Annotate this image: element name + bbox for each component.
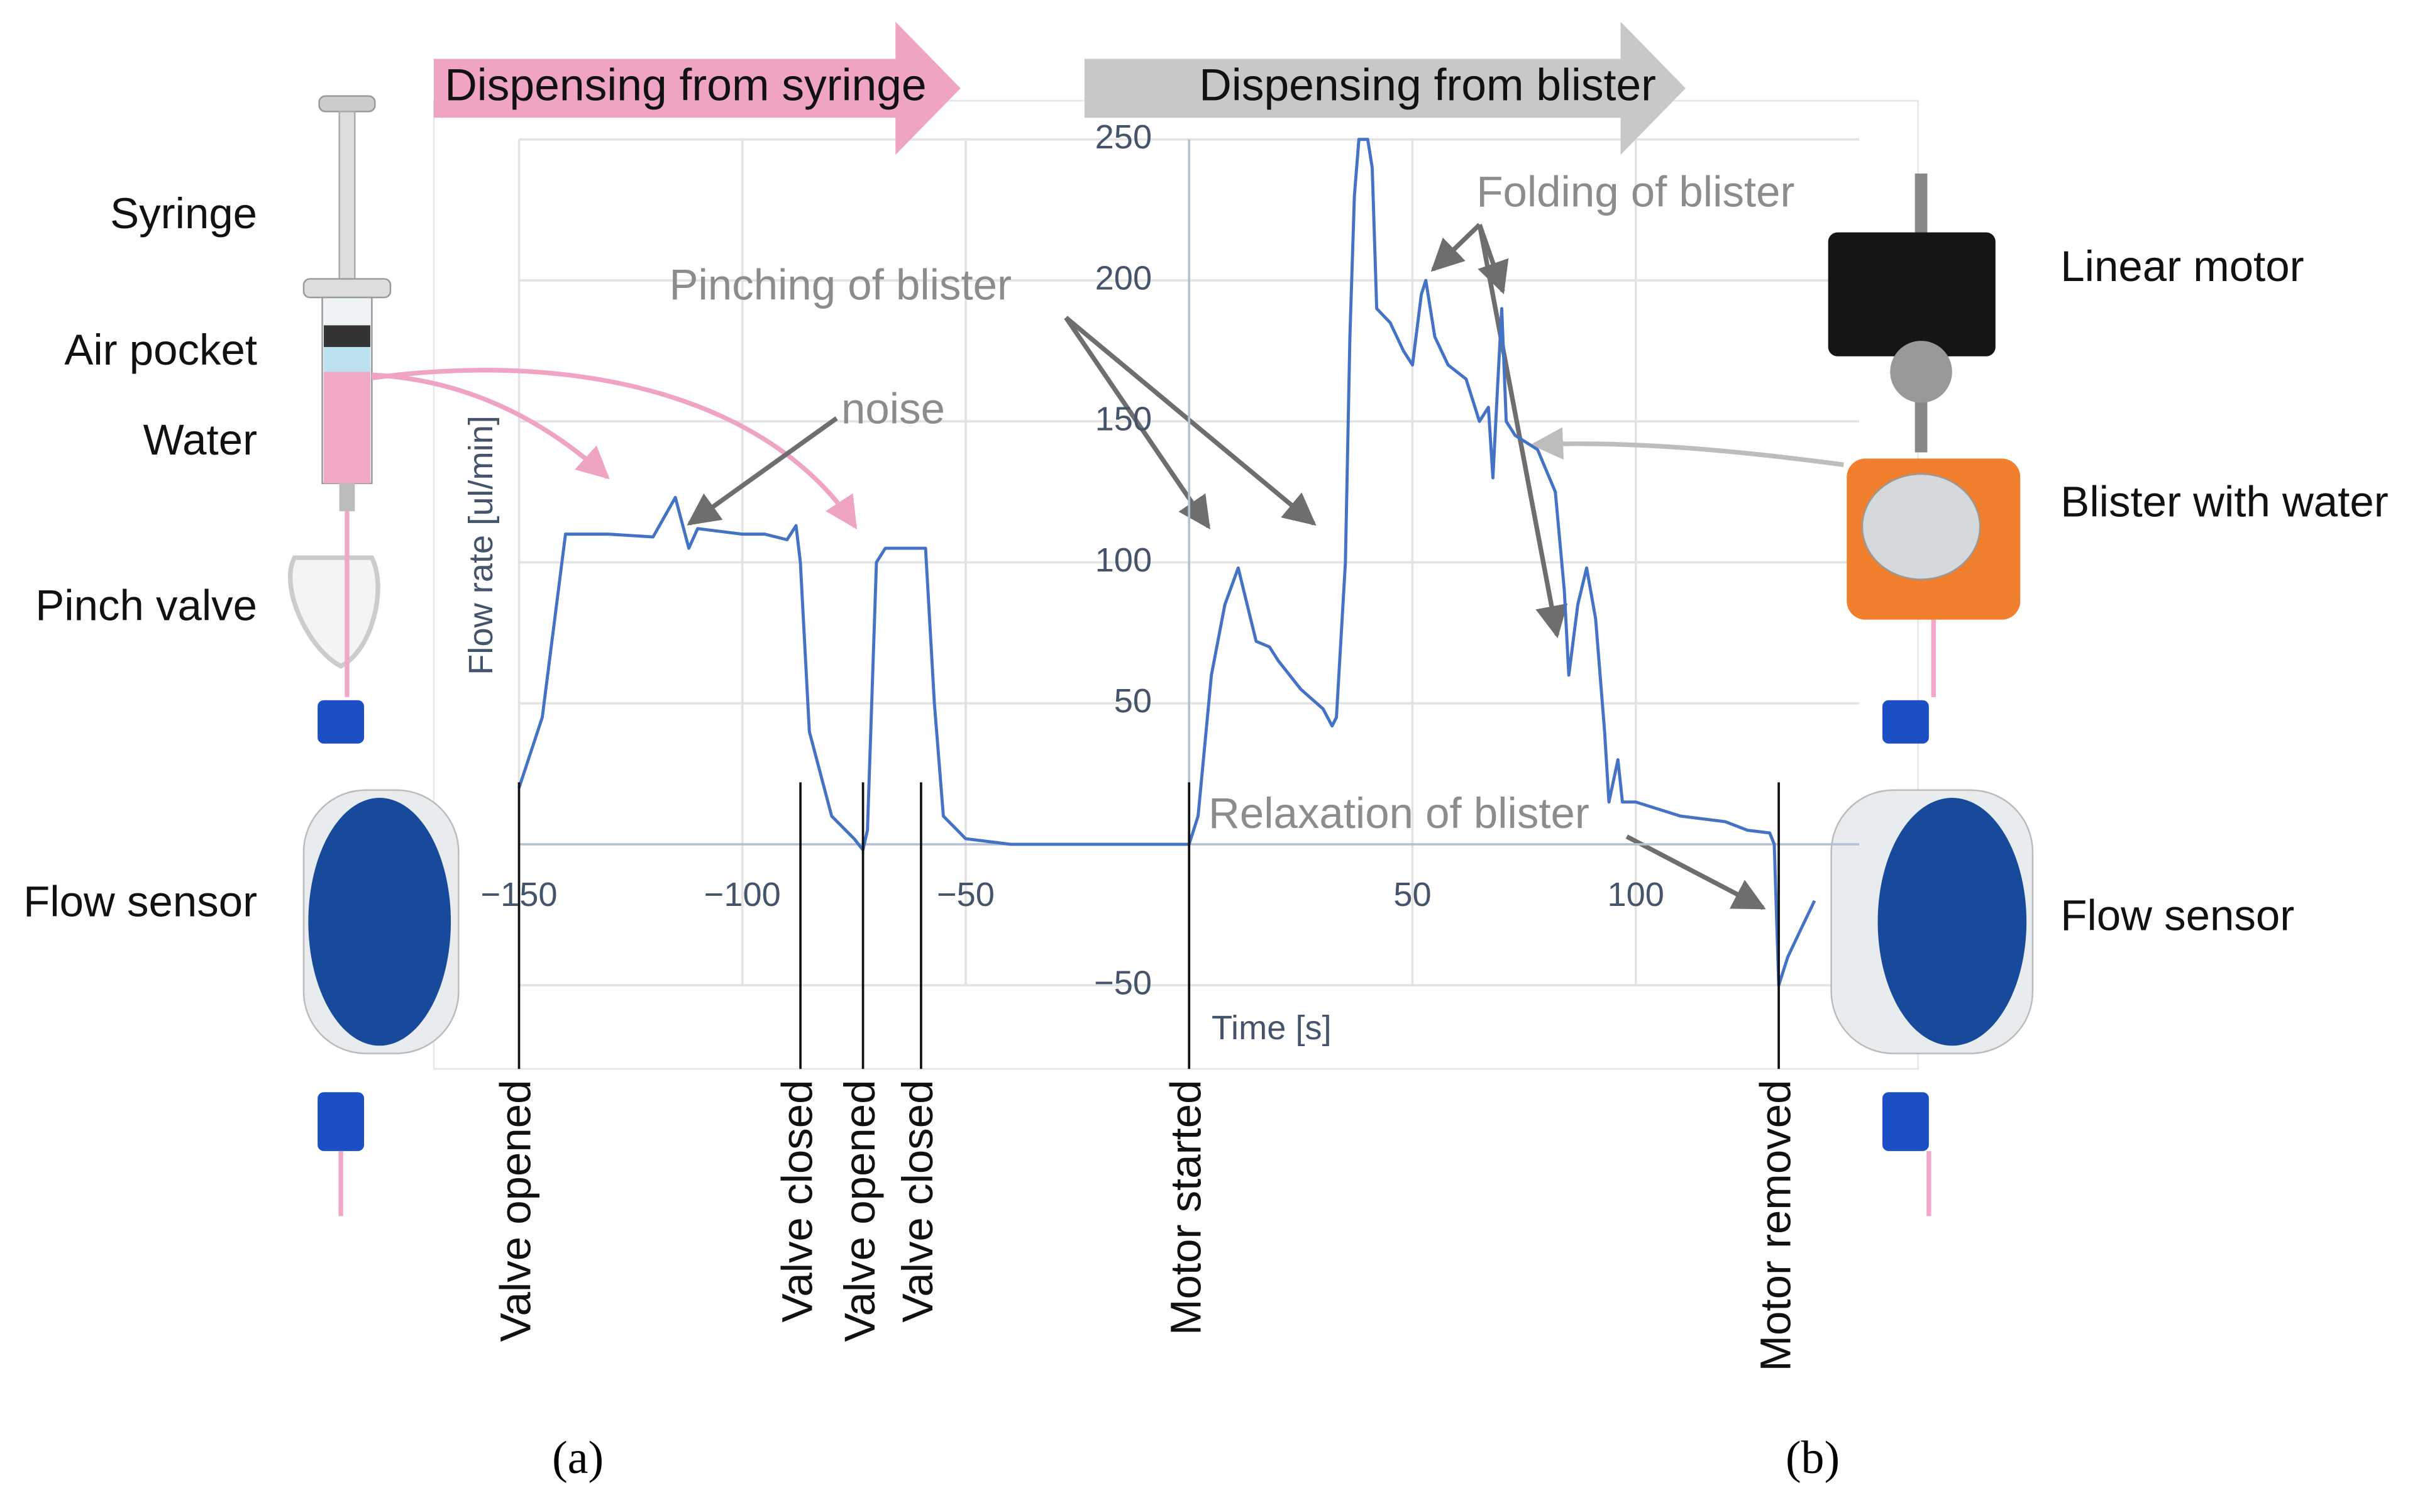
x-tick-label: 100 (1608, 876, 1664, 913)
event-label: Valve opened (836, 1080, 884, 1342)
x-tick-label: 50 (1393, 876, 1431, 913)
side-label: Linear motor (2060, 242, 2304, 290)
y-tick-label: 50 (1114, 682, 1152, 720)
flow-sensor-icon (1830, 700, 2034, 1217)
header: Dispensing from syringe (445, 60, 926, 110)
flow-sensor-icon (302, 700, 460, 1217)
annotation: Relaxation of blister (1208, 789, 1589, 837)
blister-arrow (1084, 21, 1686, 155)
plot-frame (433, 99, 1919, 1070)
y-tick-label: 250 (1095, 118, 1152, 156)
x-tick-label: −100 (704, 876, 781, 913)
event-label: Valve opened (492, 1080, 540, 1342)
header: Dispensing from blister (1199, 60, 1656, 110)
motor-icon (1828, 173, 2021, 697)
side-label: Flow sensor (23, 877, 257, 925)
y-tick-label: 150 (1095, 400, 1152, 438)
event-label: Valve closed (893, 1080, 942, 1323)
side-label: Air pocket (64, 326, 257, 374)
side-label: Pinch valve (35, 582, 257, 630)
annotation: Folding of blister (1476, 168, 1794, 216)
pointer (371, 368, 858, 530)
event-label: Motor started (1161, 1080, 1210, 1335)
y-axis-label: Flow rate [ul/min] (462, 416, 500, 675)
y-tick-label: 100 (1095, 541, 1152, 579)
side-label: Water (143, 416, 257, 464)
y-tick-label: 200 (1095, 259, 1152, 297)
syringe-icon (287, 95, 392, 697)
side-label: Flow sensor (2060, 891, 2294, 939)
annotation: noise (841, 385, 945, 433)
x-tick-label: −50 (937, 876, 995, 913)
x-axis-label: Time [s] (1212, 1009, 1332, 1047)
flow-line (517, 138, 1816, 987)
pointer (1530, 427, 1844, 467)
pointer (372, 372, 610, 480)
event-label: Motor removed (1751, 1080, 1799, 1372)
y-tick-label: −50 (1094, 964, 1152, 1002)
annotation: Pinching of blister (670, 261, 1012, 309)
syringe-arrow (433, 21, 961, 155)
side-label: Syringe (110, 189, 257, 238)
panel-label: (b) (1786, 1432, 1840, 1483)
event-label: Valve closed (773, 1080, 821, 1323)
panel-label: (a) (552, 1432, 604, 1483)
side-label: Blister with water (2060, 478, 2388, 526)
